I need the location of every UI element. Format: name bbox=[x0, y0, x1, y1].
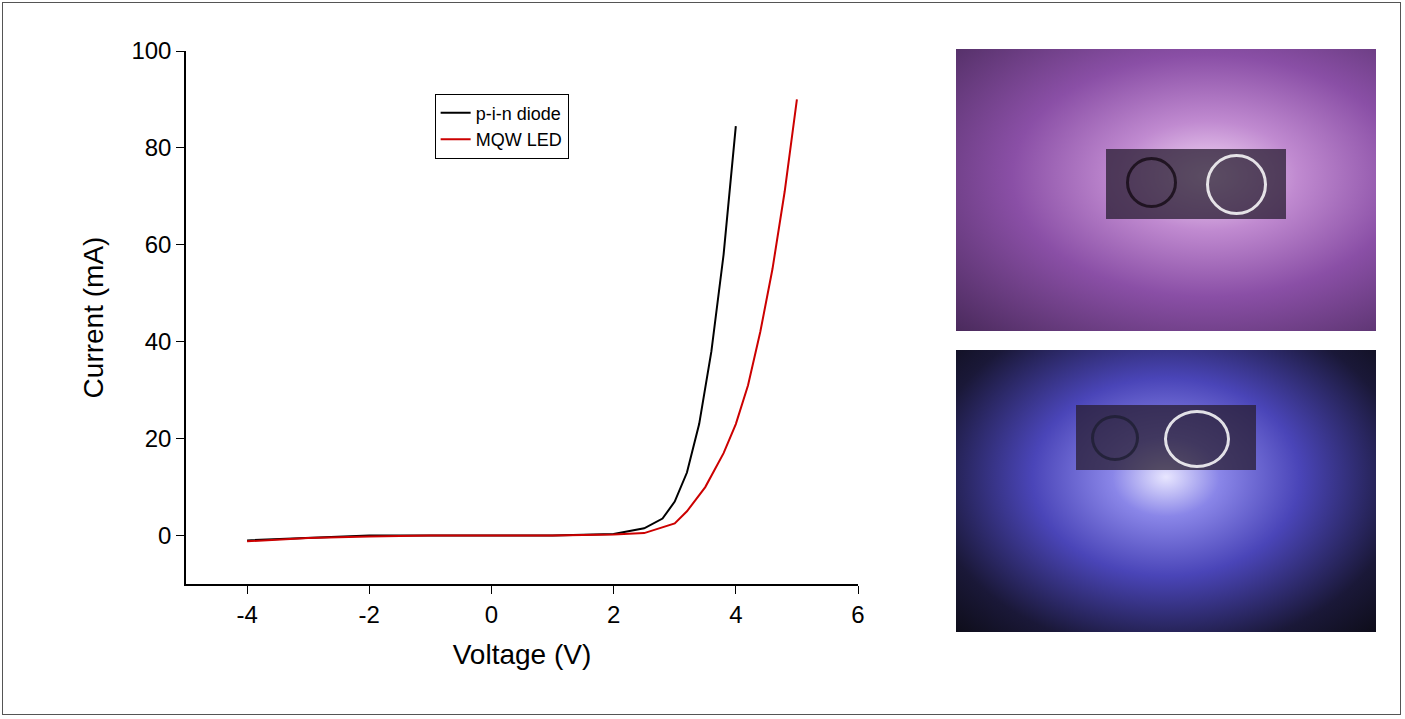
svg-text:4: 4 bbox=[729, 601, 742, 628]
svg-text:Voltage (V): Voltage (V) bbox=[453, 639, 592, 670]
svg-text:0: 0 bbox=[158, 522, 171, 549]
svg-text:20: 20 bbox=[145, 425, 172, 452]
svg-text:80: 80 bbox=[145, 134, 172, 161]
svg-text:6: 6 bbox=[851, 601, 864, 628]
svg-text:-4: -4 bbox=[236, 601, 257, 628]
svg-text:-2: -2 bbox=[359, 601, 380, 628]
svg-text:MQW LED: MQW LED bbox=[476, 130, 562, 150]
svg-text:2: 2 bbox=[607, 601, 620, 628]
svg-text:40: 40 bbox=[145, 328, 172, 355]
svg-text:100: 100 bbox=[131, 37, 171, 64]
svg-text:Current (mA): Current (mA) bbox=[78, 237, 109, 399]
svg-text:60: 60 bbox=[145, 231, 172, 258]
svg-text:0: 0 bbox=[485, 601, 498, 628]
svg-text:p-i-n diode: p-i-n diode bbox=[476, 104, 561, 124]
